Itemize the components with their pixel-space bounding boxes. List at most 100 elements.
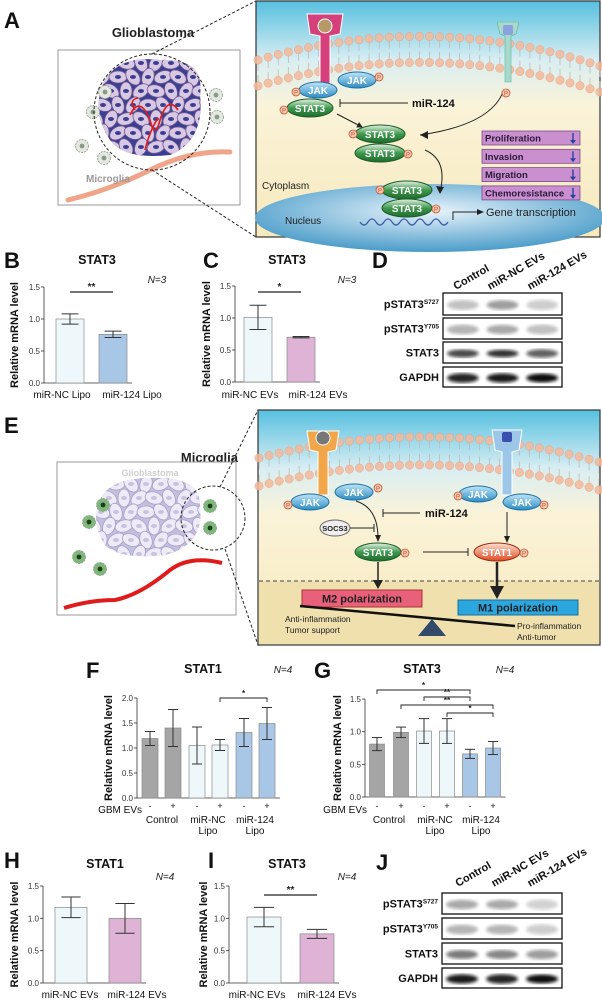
protein-band bbox=[526, 324, 559, 335]
cell-nucleus bbox=[145, 103, 151, 107]
phosphate-icon bbox=[279, 105, 289, 115]
lipid-head bbox=[585, 84, 595, 94]
bar bbox=[393, 731, 409, 798]
protein-band bbox=[446, 899, 478, 910]
y-tick-label: 1.0 bbox=[214, 914, 226, 923]
x-category-label: miR-124 EVs bbox=[289, 390, 348, 401]
outcome-label: Proliferation bbox=[485, 134, 541, 145]
significance-bracket bbox=[376, 689, 471, 694]
lipid-head bbox=[254, 481, 264, 491]
lipid-head bbox=[304, 43, 313, 53]
glioblastoma-illustration: Glioblastoma Microglia bbox=[57, 0, 257, 238]
lipid-head bbox=[535, 71, 545, 80]
cell-nucleus bbox=[143, 482, 149, 486]
factor-level: + bbox=[264, 801, 269, 811]
microglia-nucleus bbox=[97, 566, 103, 572]
cell-nucleus bbox=[158, 482, 164, 486]
outcome-box bbox=[481, 130, 581, 146]
m1-effect-2: Anti-tumor bbox=[517, 632, 556, 642]
sample-size-label: N=4 bbox=[156, 872, 175, 883]
phosphate-label: P bbox=[456, 495, 460, 501]
lipid-head bbox=[374, 33, 384, 43]
significance-bracket bbox=[400, 704, 494, 709]
cytoplasm-label: Cytoplasm bbox=[262, 181, 309, 192]
cell-nucleus bbox=[188, 510, 194, 514]
bar-charts: STAT3 N=3 Relative mRNA level 0.0 0.5 1.0 1.5 m… bbox=[9, 253, 515, 1001]
cell-nucleus bbox=[153, 89, 159, 93]
cell-nucleus bbox=[175, 131, 181, 135]
cell-nucleus bbox=[168, 145, 174, 149]
microglia-nucleus bbox=[207, 503, 213, 509]
chart-title: STAT3 bbox=[78, 253, 116, 267]
bar bbox=[462, 753, 478, 798]
cell-nucleus bbox=[143, 538, 149, 542]
lipid-head bbox=[293, 71, 303, 81]
cell-nucleus bbox=[123, 117, 129, 121]
bar bbox=[55, 318, 85, 384]
phospho-site: Y705 bbox=[423, 924, 439, 931]
cell-nucleus bbox=[173, 482, 179, 486]
lipid-head bbox=[435, 460, 444, 470]
phosphate-label: P bbox=[522, 552, 526, 558]
cell-nucleus bbox=[168, 117, 174, 121]
y-tick-label: 1.5 bbox=[220, 282, 232, 291]
phospho-site: S727 bbox=[424, 299, 440, 306]
y-tick-label: 0.5 bbox=[28, 947, 40, 956]
lipid-head bbox=[375, 461, 384, 471]
down-arrow-icon bbox=[570, 140, 576, 144]
group-label-line2: Lipo bbox=[246, 826, 265, 837]
zoom-line-top bbox=[151, 0, 257, 55]
cell-nucleus bbox=[153, 145, 159, 149]
socs3-label: SOCS3 bbox=[322, 524, 347, 533]
y-tick-label: 1.0 bbox=[350, 728, 362, 737]
lipid-head bbox=[495, 63, 505, 73]
cell-nucleus bbox=[153, 61, 159, 65]
cell-nucleus bbox=[166, 524, 172, 528]
ligand-2 bbox=[503, 25, 513, 35]
phosphate-label: P bbox=[282, 109, 286, 115]
cell-nucleus bbox=[115, 131, 121, 135]
lipid-head bbox=[344, 436, 354, 446]
jak-left-label: JAK bbox=[308, 86, 329, 97]
tumor-cell bbox=[197, 504, 201, 520]
cell-nucleus bbox=[151, 496, 157, 500]
factor-level: - bbox=[376, 801, 379, 811]
phosphate-label: P bbox=[504, 92, 508, 98]
lipid-head bbox=[584, 482, 594, 492]
phosphate-label: P bbox=[377, 76, 381, 82]
lipid-head bbox=[264, 479, 274, 488]
lipid-head bbox=[515, 67, 525, 76]
blot-row-label: GAPDH bbox=[398, 973, 438, 985]
cell-nucleus bbox=[138, 89, 144, 93]
bar bbox=[141, 738, 159, 799]
lipid-head bbox=[445, 433, 454, 443]
microglia-nucleus bbox=[207, 525, 213, 531]
panel-label-h: H bbox=[4, 848, 20, 873]
cell-nucleus bbox=[173, 510, 179, 514]
microglia-nucleus bbox=[90, 109, 96, 115]
panel-label-b: B bbox=[4, 248, 20, 273]
phosphate-icon bbox=[375, 185, 385, 195]
x-category-label: miR-NC EVs bbox=[42, 990, 99, 1001]
down-arrow-icon bbox=[570, 158, 576, 163]
chart-title: STAT3 bbox=[268, 253, 306, 267]
group-label: miR-NC bbox=[190, 815, 226, 826]
lipid-head bbox=[455, 433, 464, 443]
cell-nucleus bbox=[100, 103, 106, 107]
lipid-head bbox=[545, 73, 555, 83]
lipid-head bbox=[574, 452, 584, 462]
y-tick-label: 0.0 bbox=[28, 979, 40, 988]
microglia-nucleus bbox=[102, 89, 108, 95]
lipid-head bbox=[534, 443, 544, 453]
blot-row-label: pSTAT3S727 bbox=[384, 299, 440, 311]
protein-band bbox=[526, 299, 559, 311]
y-tick-label: 0.0 bbox=[350, 793, 362, 802]
stat3-dimer-bottom-label: STAT3 bbox=[365, 149, 396, 160]
factor-level: + bbox=[490, 801, 495, 811]
y-tick-label: 0.0 bbox=[29, 379, 41, 388]
bar-chart-i: STAT3 N=4 Relative mRNA level 0.0 0.5 1.0 1.5 m… bbox=[198, 857, 357, 1001]
lipid-head bbox=[354, 463, 364, 473]
phosphate-icon bbox=[519, 548, 529, 558]
significance-bracket bbox=[446, 712, 494, 717]
